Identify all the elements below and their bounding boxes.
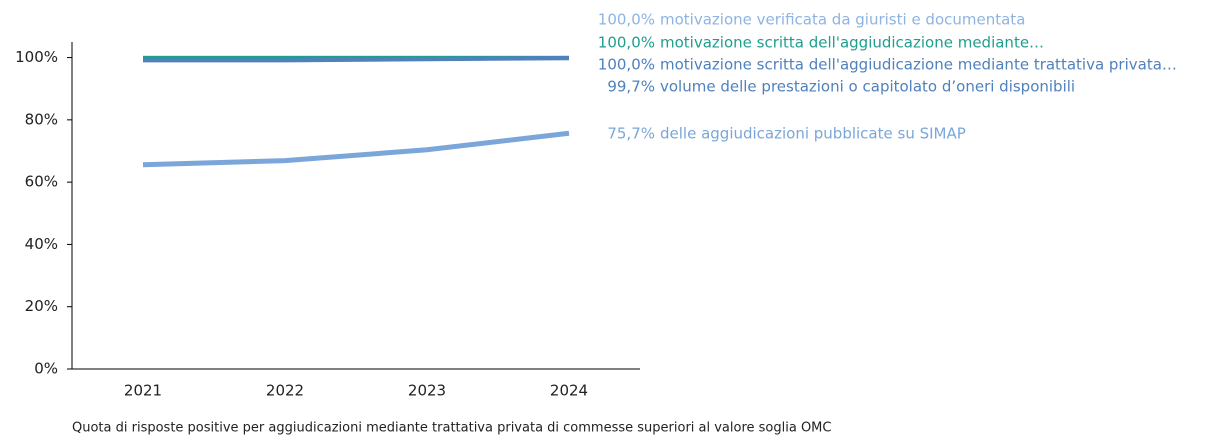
y-tick-label: 0% — [34, 360, 58, 378]
end-series-name: volume delle prestazioni o capitolato d’… — [660, 78, 1075, 96]
y-tick-label: 80% — [25, 110, 58, 128]
caption: Quota di risposte positive per aggiudica… — [72, 421, 831, 436]
series-line — [142, 130, 570, 168]
x-tick-label: 2021 — [124, 382, 162, 400]
x-tick-label: 2022 — [266, 382, 304, 400]
end-series-name: motivazione scritta dell'aggiudicazione … — [660, 56, 1177, 74]
end-value-label: 100,0% — [598, 34, 655, 52]
y-tick-label: 60% — [25, 173, 58, 191]
y-tick-label: 20% — [25, 297, 58, 315]
y-tick-label: 100% — [15, 48, 58, 66]
x-tick-label: 2023 — [408, 382, 446, 400]
series-line — [143, 56, 570, 63]
end-value-label: 99,7% — [607, 78, 655, 96]
end-value-label: 100,0% — [598, 56, 655, 74]
end-value-label: 75,7% — [607, 125, 655, 143]
end-value-label: 100,0% — [598, 11, 655, 29]
end-series-name: delle aggiudicazioni pubblicate su SIMAP — [660, 125, 966, 143]
end-series-name: motivazione scritta dell'aggiudicazione … — [660, 34, 1044, 52]
end-series-name: motivazione verificata da giuristi e doc… — [660, 11, 1025, 29]
y-tick-label: 40% — [25, 235, 58, 253]
x-tick-label: 2024 — [550, 382, 588, 400]
